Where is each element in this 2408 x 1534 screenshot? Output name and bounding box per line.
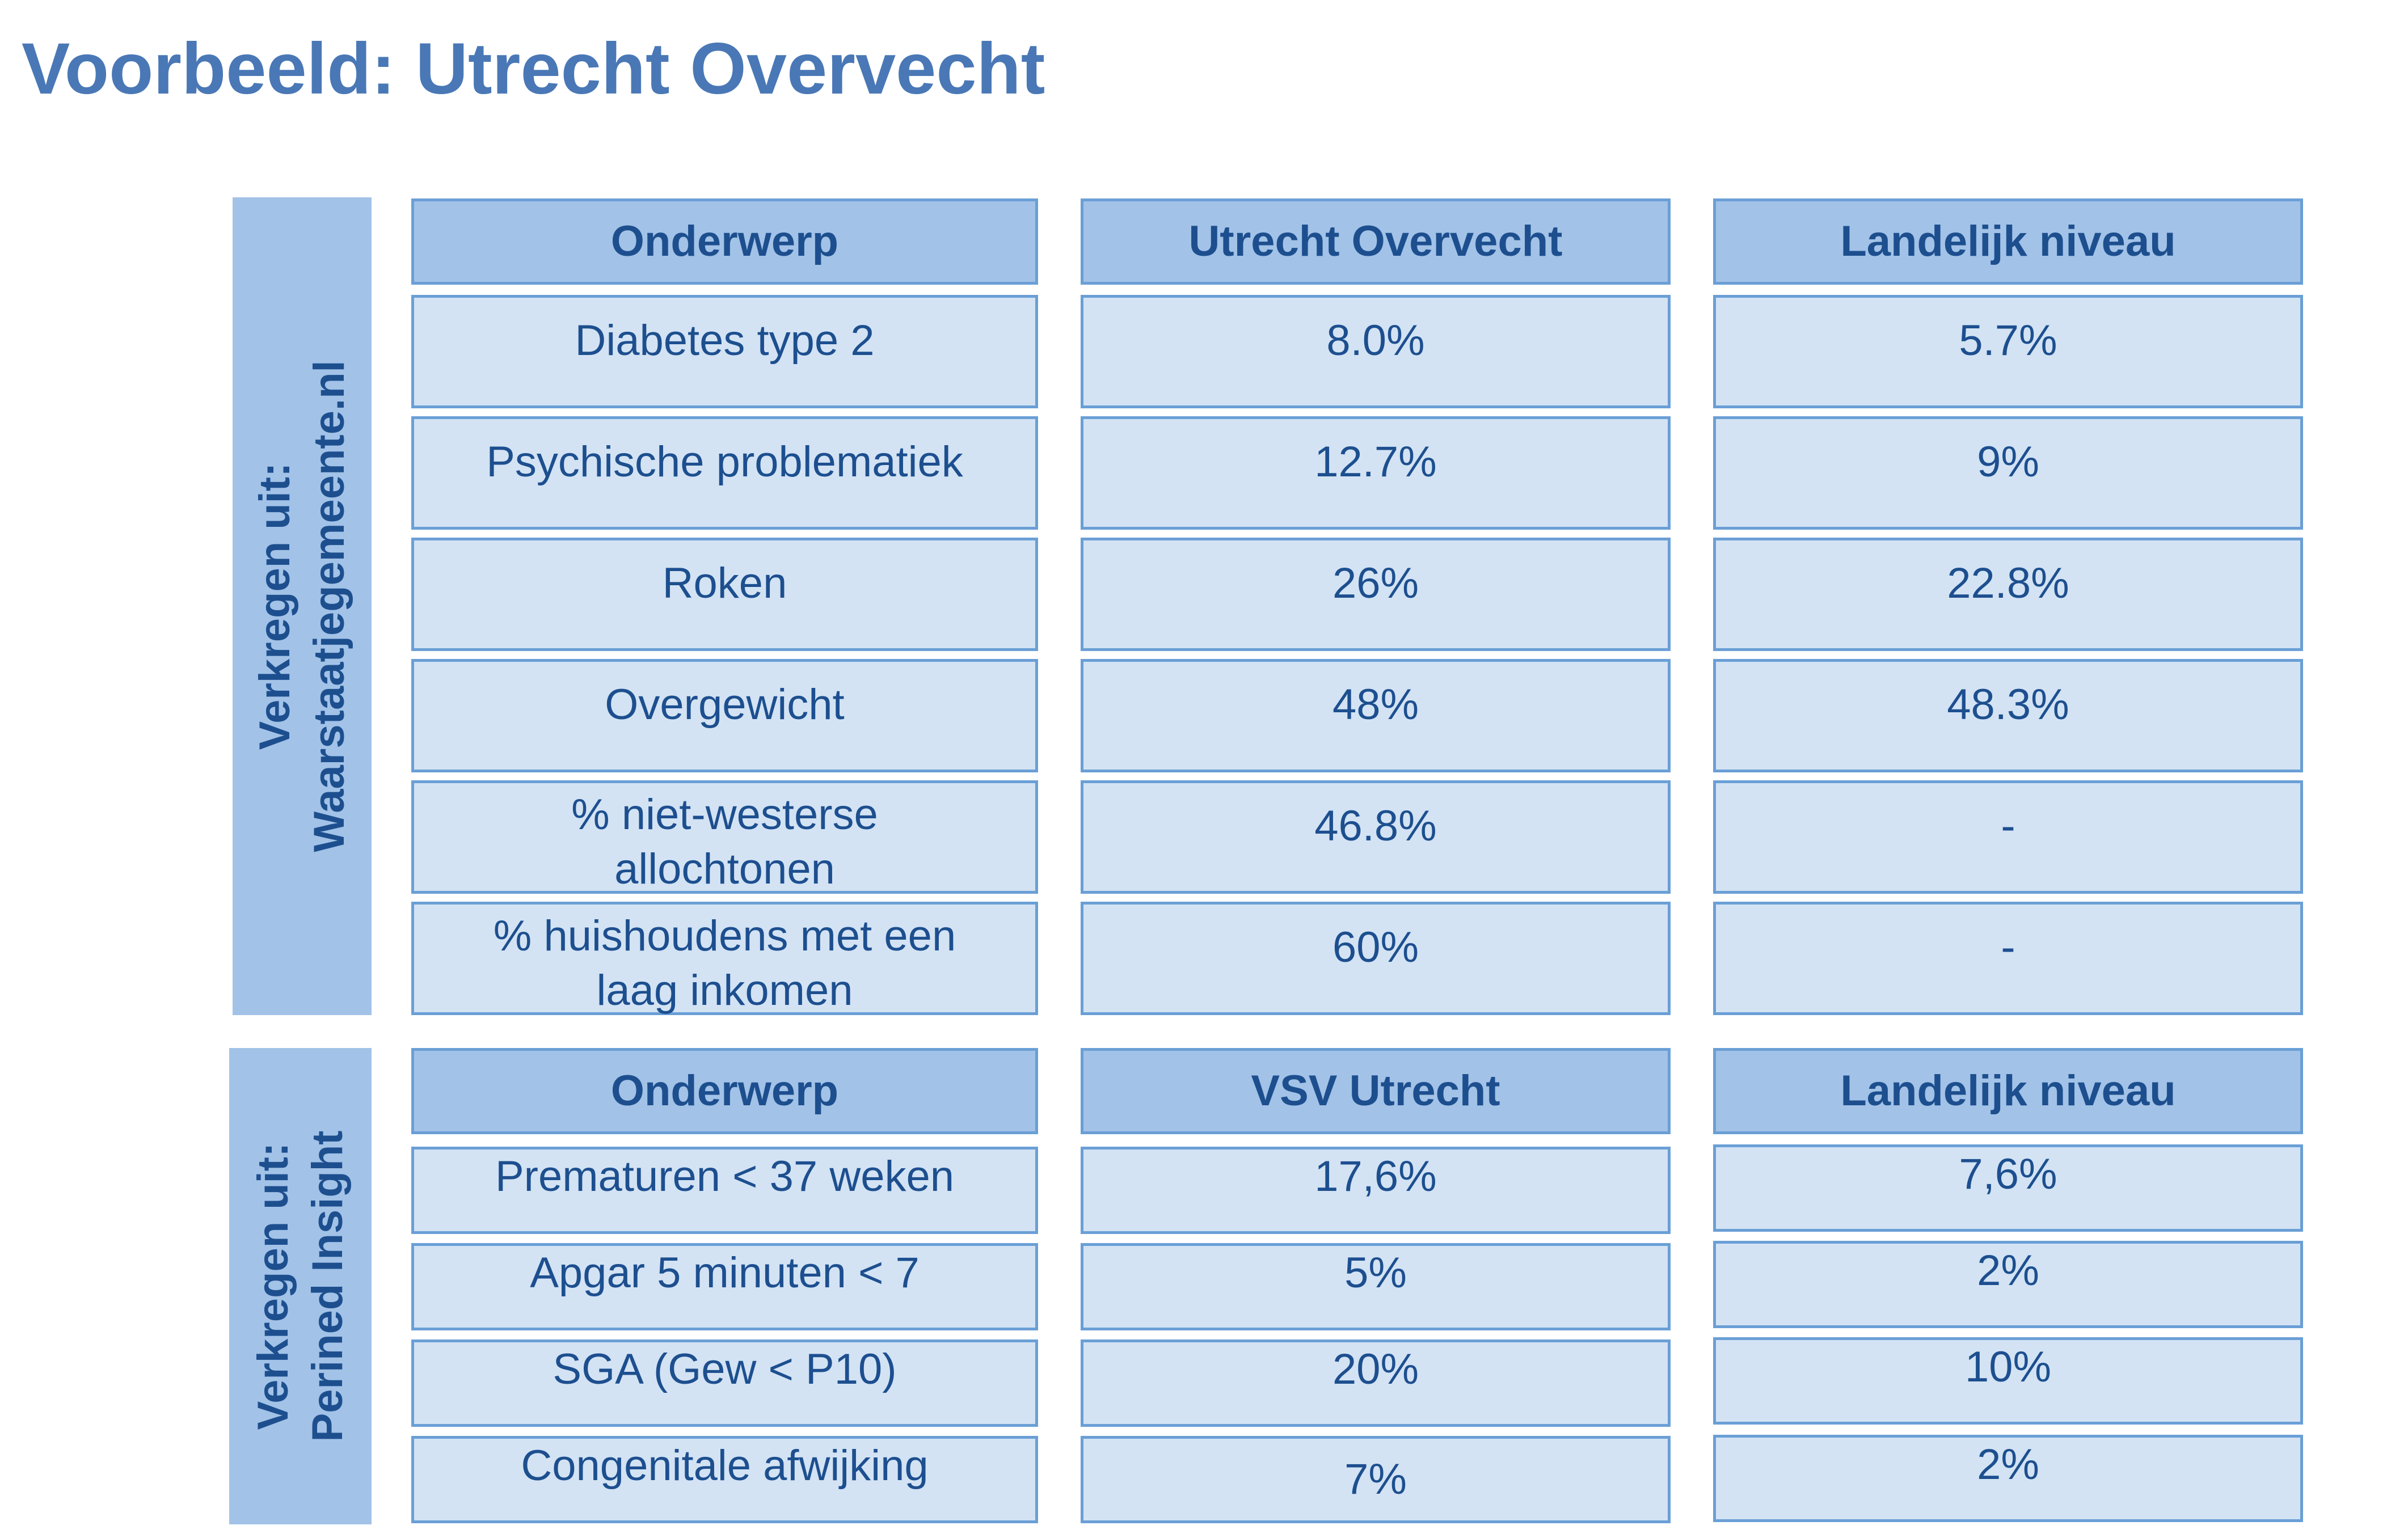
table-row-national: - xyxy=(1713,902,2303,1015)
table-row-topic: Psychische problematiek xyxy=(411,416,1038,530)
table-row-local: 26% xyxy=(1081,538,1671,651)
topic-line1: % huishoudens met een xyxy=(493,912,956,960)
source-label-line2: Perined Insight xyxy=(303,1130,352,1442)
table-row-topic: Congenitale afwijking xyxy=(411,1436,1038,1523)
header-vsv-utrecht: VSV Utrecht xyxy=(1081,1048,1671,1134)
topic-line2: laag inkomen xyxy=(596,966,853,1015)
table-row-topic: % huishoudens met een laag inkomen xyxy=(411,902,1038,1015)
table-row-local: 48% xyxy=(1081,659,1671,772)
table-row-local: 12.7% xyxy=(1081,416,1671,530)
table-row-local: 5% xyxy=(1081,1243,1671,1330)
table-row-national: 9% xyxy=(1713,416,2303,530)
table-row-national: - xyxy=(1713,780,2303,894)
table-row-national: 48.3% xyxy=(1713,659,2303,772)
table-row-topic: Diabetes type 2 xyxy=(411,295,1038,408)
source-label-line1: Verkregen uit: xyxy=(250,462,299,750)
table-row-topic: Prematuren < 37 weken xyxy=(411,1147,1038,1234)
topic-line2: allochtonen xyxy=(614,845,835,893)
header-landelijk-niveau: Landelijk niveau xyxy=(1713,1048,2303,1134)
table-row-local: 60% xyxy=(1081,902,1671,1015)
table-row-topic: Overgewicht xyxy=(411,659,1038,772)
topic-line1: % niet-westerse xyxy=(571,791,878,839)
table-row-topic: Roken xyxy=(411,538,1038,651)
table-row-national: 5.7% xyxy=(1713,295,2303,408)
header-onderwerp: Onderwerp xyxy=(411,198,1038,285)
page-title: Voorbeeld: Utrecht Overvecht xyxy=(22,28,1045,109)
source-label-line2: Waarstaatjegemeente.nl xyxy=(305,360,353,852)
table-row-national: 2% xyxy=(1713,1241,2303,1328)
table-row-local: 17,6% xyxy=(1081,1147,1671,1234)
table-row-local: 8.0% xyxy=(1081,295,1671,408)
table-row-local: 7% xyxy=(1081,1436,1671,1523)
header-utrecht-overvecht: Utrecht Overvecht xyxy=(1081,198,1671,285)
table-row-national: 7,6% xyxy=(1713,1144,2303,1232)
source-label-perined: Verkregen uit: Perined Insight xyxy=(229,1048,372,1524)
table-row-national: 2% xyxy=(1713,1435,2303,1522)
table-row-topic: % niet-westerse allochtonen xyxy=(411,780,1038,894)
header-onderwerp: Onderwerp xyxy=(411,1048,1038,1134)
header-landelijk-niveau: Landelijk niveau xyxy=(1713,198,2303,285)
table-row-topic: SGA (Gew < P10) xyxy=(411,1339,1038,1427)
source-label-waarstaatjegemeente: Verkregen uit: Waarstaatjegemeente.nl xyxy=(233,197,372,1015)
source-label-line1: Verkregen uit: xyxy=(248,1142,297,1430)
table-row-local: 46.8% xyxy=(1081,780,1671,894)
table-row-topic: Apgar 5 minuten < 7 xyxy=(411,1243,1038,1330)
table-row-national: 22.8% xyxy=(1713,538,2303,651)
table-row-local: 20% xyxy=(1081,1339,1671,1427)
table-row-national: 10% xyxy=(1713,1337,2303,1425)
